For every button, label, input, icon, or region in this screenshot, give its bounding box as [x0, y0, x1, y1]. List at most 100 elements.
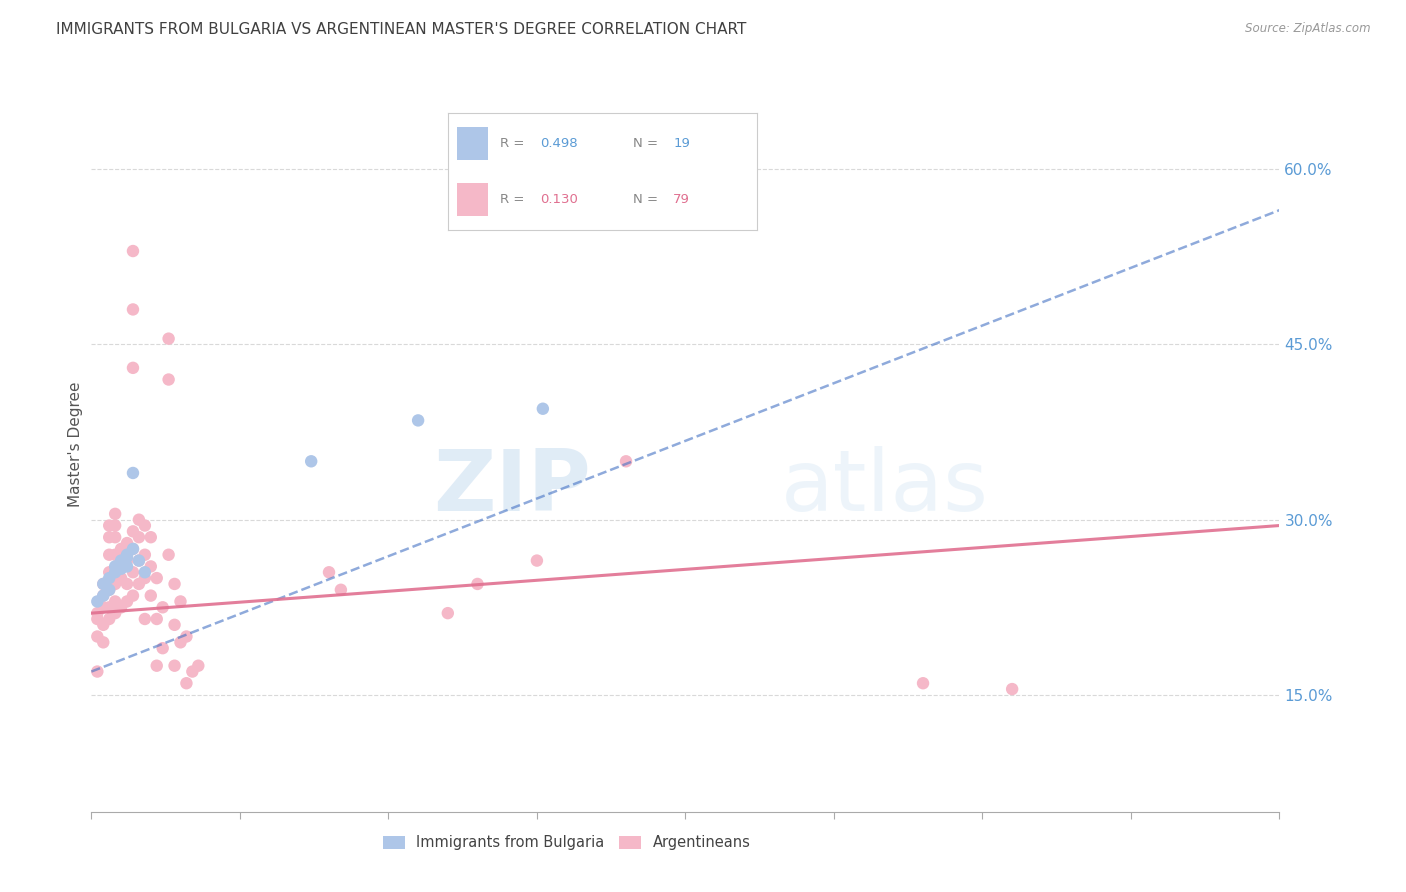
- Point: [526, 553, 548, 567]
- Point: [157, 548, 180, 562]
- Point: [104, 606, 127, 620]
- Point: [98, 582, 121, 597]
- Point: [104, 507, 127, 521]
- Point: [152, 641, 174, 656]
- Point: [1001, 682, 1024, 697]
- Point: [531, 401, 554, 416]
- Point: [157, 332, 180, 346]
- Point: [110, 559, 132, 574]
- Point: [134, 612, 156, 626]
- Point: [110, 562, 132, 576]
- Point: [122, 244, 145, 258]
- Point: [91, 589, 114, 603]
- Point: [115, 594, 138, 608]
- Point: [139, 559, 162, 574]
- Point: [104, 518, 127, 533]
- Point: [122, 541, 145, 556]
- Point: [128, 553, 150, 567]
- Point: [157, 372, 180, 386]
- Point: [115, 559, 138, 574]
- Point: [329, 582, 352, 597]
- Point: [98, 571, 121, 585]
- Point: [86, 612, 108, 626]
- Point: [115, 536, 138, 550]
- Point: [91, 577, 114, 591]
- Point: [98, 518, 121, 533]
- Text: atlas: atlas: [780, 446, 988, 530]
- Point: [104, 559, 127, 574]
- Point: [139, 530, 162, 544]
- Point: [145, 571, 167, 585]
- Point: [115, 548, 138, 562]
- Point: [139, 589, 162, 603]
- Point: [104, 566, 127, 580]
- Point: [122, 302, 145, 317]
- Point: [614, 454, 637, 468]
- Point: [181, 665, 204, 679]
- Point: [134, 566, 156, 580]
- Y-axis label: Master's Degree: Master's Degree: [67, 381, 83, 507]
- Point: [104, 548, 127, 562]
- Point: [128, 513, 150, 527]
- Point: [104, 594, 127, 608]
- Point: [163, 658, 186, 673]
- Point: [98, 566, 121, 580]
- Point: [86, 630, 108, 644]
- Point: [122, 541, 145, 556]
- Point: [91, 600, 114, 615]
- Point: [122, 466, 145, 480]
- Point: [145, 612, 167, 626]
- Point: [128, 530, 150, 544]
- Point: [98, 582, 121, 597]
- Legend: Immigrants from Bulgaria, Argentineans: Immigrants from Bulgaria, Argentineans: [377, 830, 756, 856]
- Point: [187, 658, 209, 673]
- Point: [128, 577, 150, 591]
- Point: [86, 594, 108, 608]
- Point: [152, 600, 174, 615]
- Point: [115, 550, 138, 565]
- Point: [91, 635, 114, 649]
- Point: [176, 676, 198, 690]
- Point: [86, 665, 108, 679]
- Point: [911, 676, 934, 690]
- Point: [104, 577, 127, 591]
- Point: [169, 635, 191, 649]
- Point: [145, 658, 167, 673]
- Point: [406, 413, 429, 427]
- Point: [86, 606, 108, 620]
- Point: [91, 577, 114, 591]
- Point: [104, 566, 127, 580]
- Point: [110, 600, 132, 615]
- Point: [467, 577, 489, 591]
- Point: [110, 571, 132, 585]
- Point: [318, 566, 340, 580]
- Point: [122, 524, 145, 539]
- Point: [98, 548, 121, 562]
- Point: [98, 530, 121, 544]
- Text: IMMIGRANTS FROM BULGARIA VS ARGENTINEAN MASTER'S DEGREE CORRELATION CHART: IMMIGRANTS FROM BULGARIA VS ARGENTINEAN …: [56, 22, 747, 37]
- Point: [299, 454, 322, 468]
- Text: ZIP: ZIP: [433, 446, 591, 530]
- Point: [134, 548, 156, 562]
- Point: [134, 518, 156, 533]
- Point: [163, 617, 186, 632]
- Point: [115, 553, 138, 567]
- Point: [98, 612, 121, 626]
- Point: [128, 553, 150, 567]
- Point: [122, 566, 145, 580]
- Point: [169, 594, 191, 608]
- Point: [176, 630, 198, 644]
- Point: [122, 360, 145, 375]
- Text: Source: ZipAtlas.com: Source: ZipAtlas.com: [1246, 22, 1371, 36]
- Point: [436, 606, 458, 620]
- Point: [122, 589, 145, 603]
- Point: [91, 589, 114, 603]
- Point: [163, 577, 186, 591]
- Point: [91, 617, 114, 632]
- Point: [110, 541, 132, 556]
- Point: [110, 553, 132, 567]
- Point: [115, 577, 138, 591]
- Point: [104, 530, 127, 544]
- Point: [98, 600, 121, 615]
- Point: [134, 571, 156, 585]
